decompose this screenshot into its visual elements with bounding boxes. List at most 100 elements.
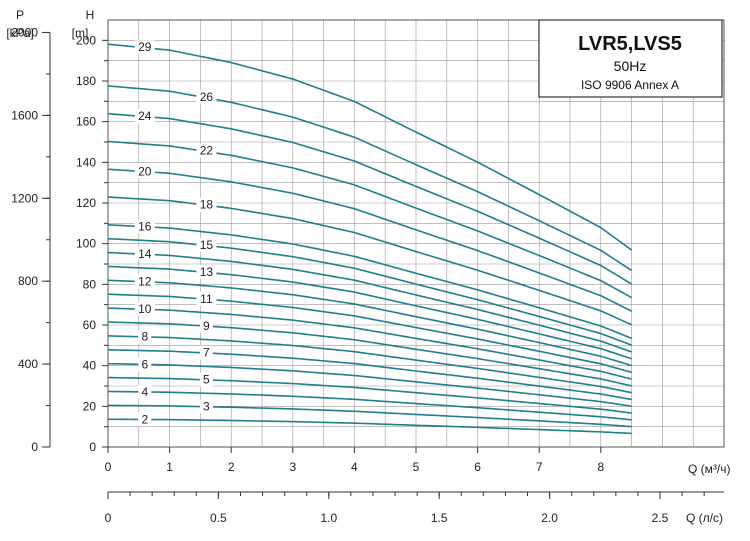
curve-label-5: 5 [203,373,210,387]
y-tick-label: 20 [83,399,97,413]
curve-22 [107,140,632,299]
curve-label-bg [196,143,217,158]
y-tick-label: 60 [83,318,97,332]
x-secondary-tick-label: 2.0 [541,511,558,525]
curve-label-bg [134,302,155,317]
curve-label-11: 11 [200,292,213,306]
curve-label-bg [134,109,155,124]
curve-label-bg [134,219,155,234]
curve-label-29: 29 [138,40,152,54]
p-tick-label: 400 [18,357,38,371]
curve-label-bg [138,384,152,399]
y-axis-label-unit: [m] [72,26,89,40]
x-tick-label: 5 [413,460,420,474]
curve-label-bg [196,264,217,279]
curve-4 [107,390,632,421]
axes: 0204060801001201401601802000400800120016… [11,25,724,525]
performance-curves [107,43,633,435]
curve-20 [107,168,632,312]
x-tick-label: 8 [597,460,604,474]
curve-24 [107,112,633,285]
y-tick-label: 40 [83,359,97,373]
curve-6 [107,362,632,408]
curve-18 [107,196,632,326]
curve-15 [107,237,632,346]
curve-10 [107,307,632,380]
curve-29 [107,43,633,251]
curve-label-4: 4 [141,385,148,399]
curve-label-bg [196,197,217,212]
curve-label-bg [138,329,152,344]
curve-label-bg [196,291,217,306]
curve-label-12: 12 [138,275,152,289]
x-tick-label: 6 [474,460,481,474]
p-tick-label: 0 [31,440,38,454]
curve-label-bg [196,237,217,252]
curve-label-bg [199,399,213,414]
y-tick-label: 160 [76,115,96,129]
x-tick-label: 1 [166,460,173,474]
x-tick-label: 0 [105,460,112,474]
x-tick-label: 7 [536,460,543,474]
curve-label-8: 8 [141,330,148,344]
curve-14 [107,251,632,353]
p-axis-label-top: P [16,8,24,22]
x-secondary-tick-label: 0.5 [210,511,227,525]
chart-standard: ISO 9906 Annex A [581,78,679,92]
curve-label-26: 26 [200,90,214,104]
x-tick-label: 3 [289,460,296,474]
curve-label-bg [199,372,213,387]
curve-label-bg [199,345,213,360]
y-tick-label: 200 [76,33,96,47]
curve-9 [107,321,632,387]
curve-label-bg [134,274,155,289]
y-tick-label: 120 [76,196,96,210]
curve-label-bg [138,412,152,427]
curve-7 [107,348,632,401]
curve-label-10: 10 [138,302,152,316]
curve-label-bg [134,246,155,261]
curve-label-3: 3 [203,400,210,414]
x-axis-secondary-label: Q (л/с) [686,511,723,525]
curve-label-7: 7 [203,346,210,360]
y-tick-label: 100 [76,237,96,251]
curve-label-24: 24 [138,109,152,123]
x-axis-label: Q (м³/ч) [688,462,731,476]
curve-label-22: 22 [200,144,214,158]
x-secondary-tick-label: 1.0 [320,511,337,525]
curve-label-bg [196,89,217,104]
curve-26 [107,85,633,272]
x-tick-label: 4 [351,460,358,474]
p-tick-label: 1200 [11,191,38,205]
curve-label-bg [138,357,152,372]
p-tick-label: 2000 [11,25,38,39]
curve-label-14: 14 [138,247,152,261]
grid-lines [107,19,725,448]
curve-label-bg [134,164,155,179]
y-axis-label-top: H [86,8,95,22]
curve-label-13: 13 [200,265,214,279]
p-tick-label: 800 [18,274,38,288]
curve-16 [107,224,632,340]
curve-label-16: 16 [138,219,152,233]
curve-label-bg [134,40,155,55]
curve-3 [107,404,632,428]
curve-label-20: 20 [138,164,152,178]
curve-2 [107,418,632,435]
x-secondary-tick-label: 0 [105,511,112,525]
title-box: LVR5,LVS5 50Hz ISO 9906 Annex A [538,19,723,98]
curve-labels: 2 3 4 5 6 7 8 9 10 11 12 13 14 15 16 18 20 22 24 26 29 [134,40,217,427]
curve-label-9: 9 [203,319,210,333]
curve-12 [107,279,632,367]
y-tick-label: 140 [76,155,96,169]
curve-11 [107,293,632,374]
curve-label-bg [199,318,213,333]
curve-label-6: 6 [141,357,148,371]
curve-label-18: 18 [200,198,214,212]
curve-label-2: 2 [141,412,148,426]
chart-subtitle: 50Hz [614,58,647,74]
curve-label-15: 15 [200,238,214,252]
p-tick-label: 1600 [11,108,38,122]
curve-13 [107,265,632,360]
x-secondary-tick-label: 1.5 [431,511,448,525]
